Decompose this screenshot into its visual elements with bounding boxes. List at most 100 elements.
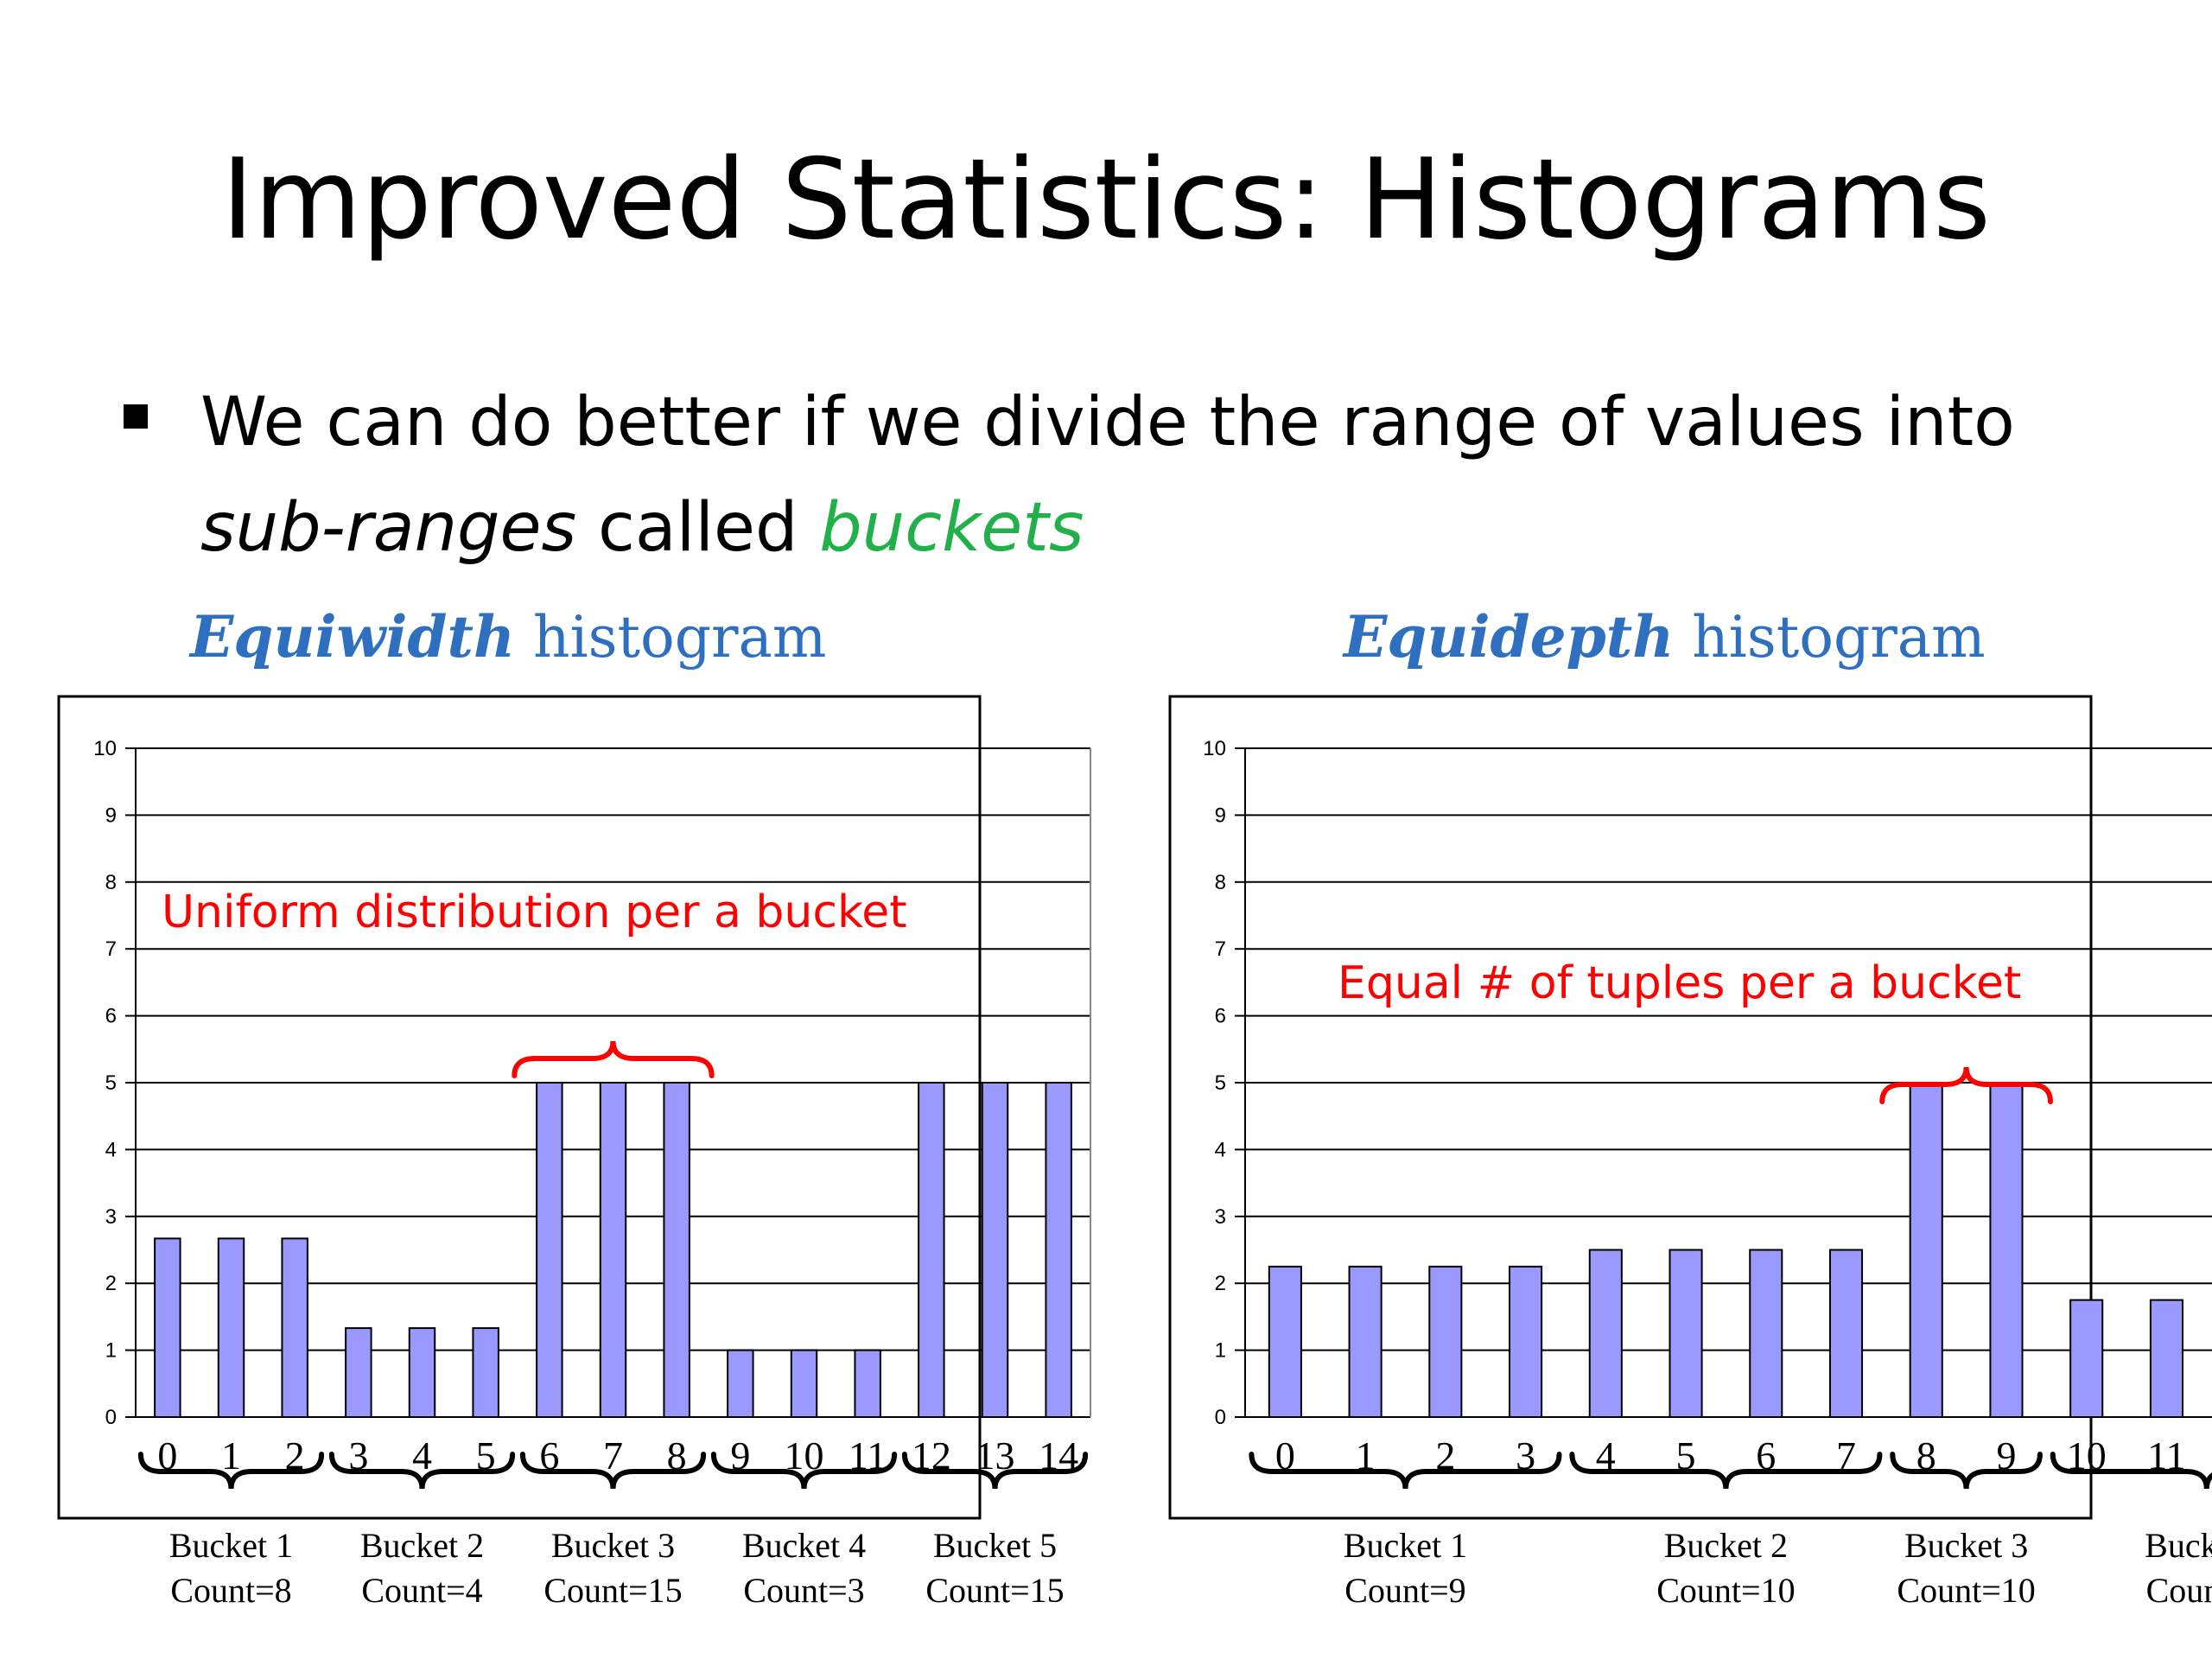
bucket-count-label: Count=7	[2146, 1571, 2212, 1610]
bucket-brace	[1890, 1452, 2043, 1490]
y-tick-label: 2	[105, 1272, 117, 1295]
y-tick-label: 5	[1215, 1071, 1226, 1095]
y-tick-label: 0	[1215, 1406, 1226, 1429]
bucket-brace	[519, 1452, 707, 1490]
x-tick-label: 0	[1275, 1433, 1295, 1478]
called-text: called	[576, 489, 819, 567]
bucket-count-label: Count=15	[925, 1571, 1064, 1610]
x-tick-label: 2	[285, 1433, 305, 1478]
x-tick-label: 4	[1596, 1433, 1616, 1478]
bucket-name-label: Bucket 1	[169, 1526, 293, 1565]
bar	[536, 1082, 563, 1418]
bucket-brace	[1569, 1452, 1883, 1490]
y-tick-label: 8	[1215, 871, 1226, 894]
x-tick-label: 8	[1916, 1433, 1936, 1478]
y-tick-label: 10	[1203, 737, 1226, 760]
bar	[1268, 1265, 1302, 1418]
bucket-count-label: Count=4	[361, 1571, 482, 1610]
x-tick-label: 6	[1756, 1433, 1776, 1478]
y-tick-label: 5	[105, 1071, 117, 1095]
x-tick-label: 0	[157, 1433, 177, 1478]
bar	[345, 1327, 372, 1418]
bar	[790, 1349, 818, 1418]
y-tick-label: 3	[105, 1205, 117, 1229]
y-tick-label: 3	[1215, 1205, 1226, 1229]
bucket-name-label: Bucket 2	[1664, 1526, 1788, 1565]
bar	[1428, 1265, 1463, 1418]
y-tick-label: 0	[105, 1406, 117, 1429]
y-tick-label: 4	[105, 1138, 117, 1161]
bar	[1045, 1082, 1072, 1418]
bucket-count-label: Count=15	[543, 1571, 682, 1610]
bucket-name-label: Bucket 2	[360, 1526, 484, 1565]
y-tick-label: 10	[93, 737, 117, 760]
sub-ranges-term: sub-ranges	[200, 489, 576, 567]
bar	[1348, 1265, 1382, 1418]
bucket-name-label: Bucket 3	[1904, 1526, 2028, 1565]
bullet-line-1: We can do better if we divide the range …	[200, 384, 2015, 461]
annotation-text: Uniform distribution per a bucket	[162, 887, 907, 938]
y-tick-label: 1	[105, 1339, 117, 1363]
bucket-brace	[328, 1452, 516, 1490]
bar	[854, 1349, 881, 1418]
x-tick-label: 1	[1356, 1433, 1376, 1478]
bar	[918, 1082, 945, 1418]
x-tick-label: 1	[221, 1433, 241, 1478]
chart-subtitle: Equidepth histogram	[1342, 603, 1986, 671]
x-tick-label: 9	[1996, 1433, 2016, 1478]
bar	[1828, 1249, 1864, 1418]
bar	[281, 1237, 308, 1419]
bar	[408, 1327, 436, 1418]
bucket-brace	[710, 1452, 898, 1490]
y-tick-label: 1	[1215, 1339, 1226, 1363]
y-tick-label: 9	[105, 804, 117, 827]
annotation-brace	[512, 1040, 715, 1078]
bar	[2069, 1299, 2104, 1419]
bucket-brace	[2050, 1452, 2212, 1490]
bar	[599, 1082, 627, 1418]
bucket-brace	[901, 1452, 1089, 1490]
y-tick-label: 9	[1215, 804, 1226, 827]
chart-subtitle-rest: histogram	[515, 604, 826, 671]
x-tick-label: 5	[1676, 1433, 1696, 1478]
bucket-name-label: Bucket 4	[742, 1526, 866, 1565]
bucket-count-label: Count=3	[743, 1571, 864, 1610]
bucket-name-label: Bucket 1	[1344, 1526, 1467, 1565]
bucket-count-label: Count=10	[1656, 1571, 1795, 1610]
bar	[1669, 1249, 1703, 1418]
y-tick-label: 8	[105, 871, 117, 894]
chart-frame	[1168, 695, 2093, 1520]
bar	[663, 1082, 690, 1418]
bucket-brace	[1249, 1452, 1562, 1490]
y-tick-label: 7	[1215, 938, 1226, 961]
x-tick-label: 3	[1516, 1433, 1535, 1478]
bucket-brace	[137, 1452, 325, 1490]
slide-title: Improved Statistics: Histograms	[221, 136, 1991, 264]
buckets-term: buckets	[819, 489, 1084, 567]
y-tick-label: 2	[1215, 1272, 1226, 1295]
bar	[217, 1237, 245, 1419]
bar	[1909, 1082, 1943, 1418]
bar	[981, 1082, 1009, 1418]
chart-subtitle: Equiwidth histogram	[188, 603, 827, 671]
bucket-count-label: Count=8	[170, 1571, 291, 1610]
x-tick-label: 3	[348, 1433, 368, 1478]
bucket-name-label: Bucket 4	[2145, 1526, 2212, 1565]
chart-subtitle-rest: histogram	[1674, 604, 1985, 671]
equidepth-histogram: Equidepth histogram 0 1 2 3 4 5 6 7 8 9 10 0 1 2 3 4 5 6 7 8…	[1168, 603, 2212, 1610]
bucket-name-label: Bucket 5	[933, 1526, 1057, 1565]
bar	[1588, 1249, 1623, 1418]
bar	[727, 1349, 754, 1418]
y-tick-label: 6	[105, 1005, 117, 1028]
chart-frame	[57, 695, 982, 1520]
x-tick-label: 9	[730, 1433, 750, 1478]
bucket-name-label: Bucket 3	[551, 1526, 675, 1565]
bar	[472, 1327, 499, 1418]
x-tick-label: 8	[667, 1433, 687, 1478]
y-tick-label: 4	[1215, 1138, 1226, 1161]
x-tick-label: 5	[476, 1433, 496, 1478]
x-tick-label: 6	[539, 1433, 559, 1478]
